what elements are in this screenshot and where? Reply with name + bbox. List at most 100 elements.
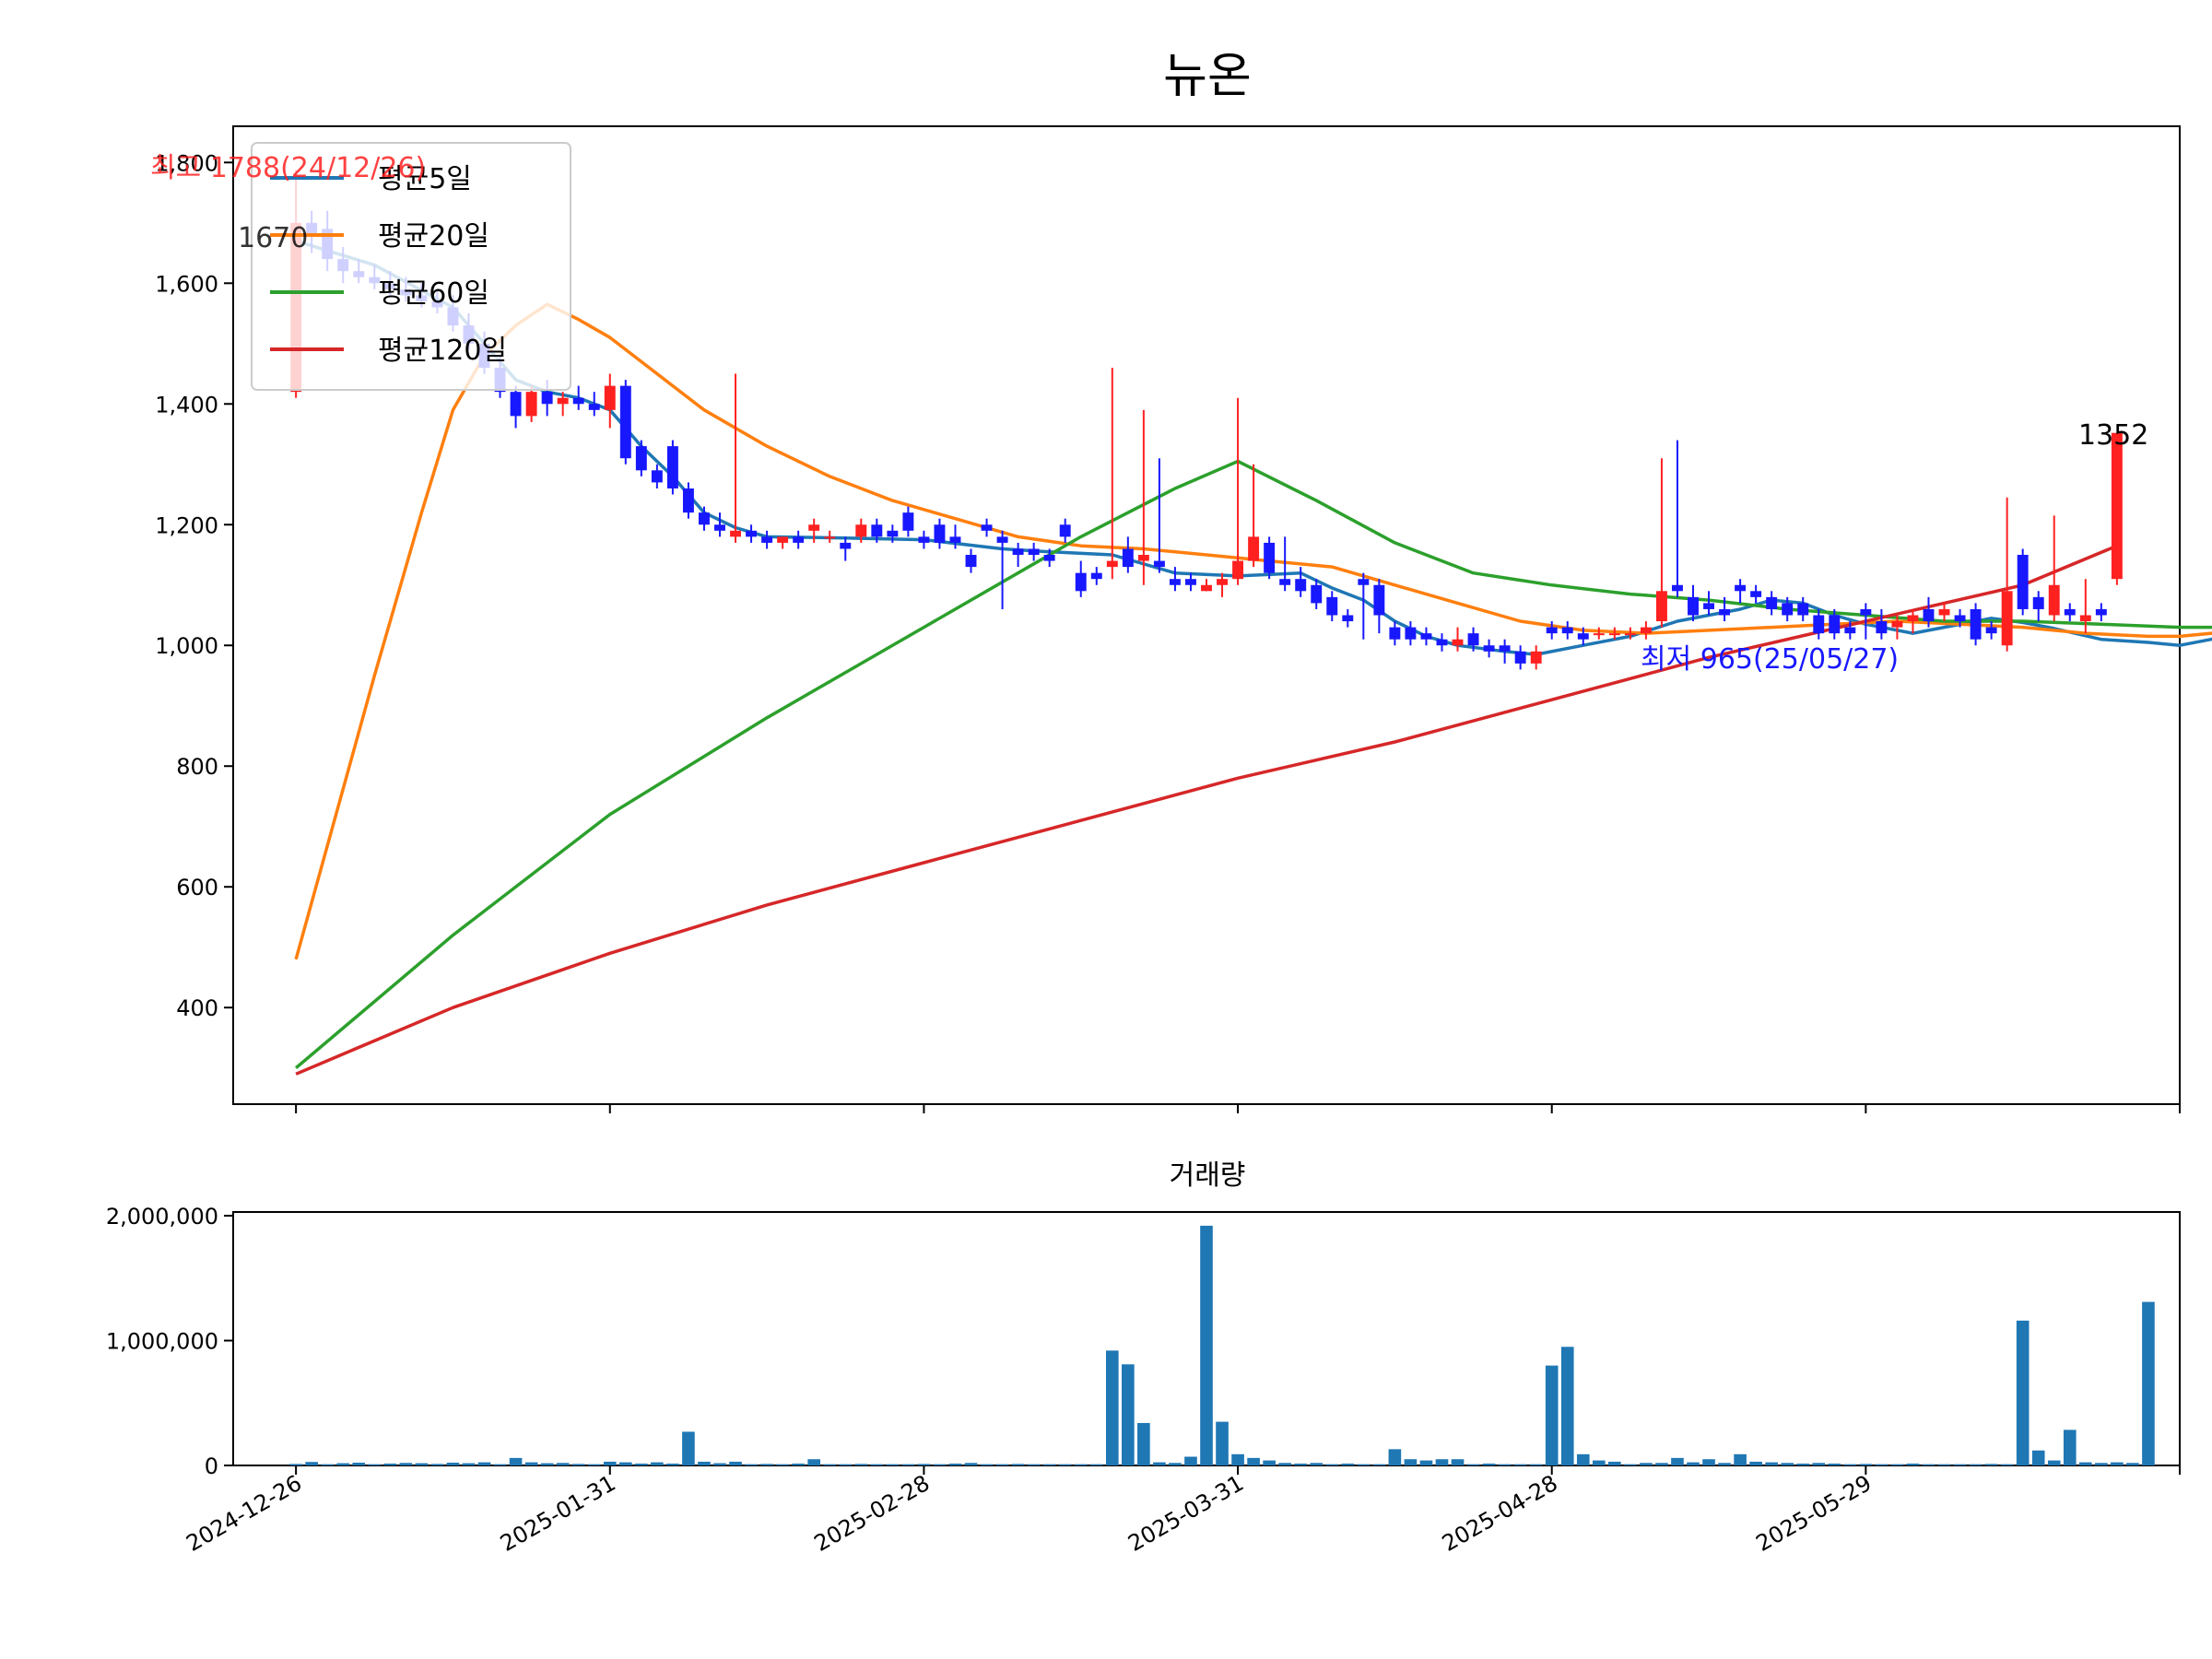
- candle-body: [1311, 584, 1323, 604]
- volume-bar: [603, 1461, 617, 1465]
- candle-body: [1735, 584, 1747, 592]
- candle-body: [1970, 608, 1982, 640]
- volume-bar: [1718, 1463, 1731, 1465]
- volume-bar: [1687, 1462, 1700, 1465]
- volume-bar: [524, 1462, 538, 1465]
- volume-bar: [698, 1461, 711, 1465]
- candle-body: [2032, 596, 2044, 609]
- volume-bar: [2126, 1463, 2139, 1465]
- volume-bar: [383, 1463, 397, 1465]
- moving-average-lines: [294, 239, 2212, 1076]
- candle-body: [682, 488, 694, 513]
- price-plot-area: [232, 125, 2181, 1105]
- volume-bar: [635, 1463, 648, 1465]
- candle-body: [1264, 542, 1276, 573]
- candle-body: [887, 530, 899, 537]
- price-tick-label: 1,800: [155, 150, 218, 176]
- price-tick-label: 1,000: [155, 633, 218, 659]
- volume-bar: [1560, 1347, 1574, 1465]
- candle-body: [2001, 591, 2013, 646]
- volume-bar: [1105, 1350, 1119, 1465]
- legend-label-ma60: 평균60일: [378, 277, 489, 310]
- volume-bar: [352, 1463, 366, 1465]
- candle-body: [1169, 579, 1181, 585]
- volume-bar: [1310, 1463, 1324, 1465]
- candle-body: [1217, 579, 1228, 585]
- volume-bar: [854, 1464, 868, 1465]
- x-tick-label: 2024-12-26: [182, 1470, 306, 1557]
- volume-bar: [1169, 1463, 1182, 1465]
- candle-body: [1985, 627, 1997, 634]
- candle-body: [855, 524, 867, 537]
- candle-body: [965, 555, 977, 568]
- volume-bar: [792, 1463, 805, 1465]
- volume-bar: [2031, 1450, 2045, 1465]
- low-annotation: 최저 965(25/05/27): [1641, 643, 1899, 676]
- candle-body: [746, 530, 758, 537]
- candle-body: [871, 524, 883, 537]
- volume-bar: [1859, 1464, 1873, 1465]
- candle-body: [1358, 579, 1370, 585]
- volume-bar: [1388, 1449, 1402, 1465]
- candle-body: [1608, 633, 1620, 636]
- x-tick-label: 2025-02-28: [810, 1470, 935, 1557]
- candle-body: [1389, 627, 1401, 640]
- volume-bar: [571, 1464, 585, 1465]
- ma-line-ma5: [295, 239, 2212, 656]
- candle-body: [1373, 584, 1385, 616]
- volume-bar: [1341, 1463, 1355, 1465]
- candle-body: [510, 392, 522, 417]
- volume-bar: [2078, 1462, 2092, 1465]
- volume-bar: [540, 1463, 554, 1465]
- price-tick-label: 1,600: [155, 271, 218, 297]
- candle-body: [714, 524, 725, 531]
- candle-body: [1782, 603, 1794, 616]
- volume-bar: [289, 1464, 302, 1465]
- candle-body: [1655, 591, 1667, 622]
- volume-bar: [2095, 1463, 2108, 1465]
- price-annotations: 최고 1788(24/12/26) 1670 최저 965(25/05/27) …: [150, 152, 2148, 676]
- candle-body: [2095, 608, 2107, 616]
- candle-body: [1688, 596, 1699, 616]
- volume-bar: [2142, 1301, 2155, 1465]
- candle-body: [1954, 615, 1966, 622]
- x-tick-label: 2025-03-31: [1124, 1470, 1248, 1557]
- candle-body: [2064, 608, 2076, 616]
- candle-body: [1750, 591, 1762, 597]
- candle-body: [604, 385, 616, 410]
- candle-body: [934, 524, 946, 543]
- volume-bar: [1812, 1463, 1826, 1465]
- candle-body: [1923, 608, 1935, 622]
- volume-bar: [1011, 1464, 1025, 1465]
- volume-tick-label: 1,000,000: [106, 1329, 218, 1355]
- volume-bar: [1592, 1460, 1606, 1465]
- candle-body: [1075, 572, 1087, 592]
- candle-body: [777, 536, 789, 543]
- candle-body: [1248, 536, 1260, 561]
- volume-bar: [305, 1462, 318, 1465]
- volume-bar: [1765, 1462, 1778, 1465]
- volume-bar: [1419, 1460, 1433, 1465]
- price-panel: 400 600 800 1,000 1,200 1,400 1,600 1,800 평균5일평…: [150, 125, 2212, 1105]
- candle-body: [1405, 627, 1417, 640]
- candle-body: [1499, 645, 1511, 652]
- volume-bar: [2063, 1430, 2077, 1465]
- volume-bar: [415, 1463, 429, 1465]
- volume-bar: [1984, 1464, 1998, 1465]
- candle-body: [902, 512, 914, 531]
- volume-bar: [1796, 1463, 1810, 1465]
- volume-bar: [807, 1459, 821, 1465]
- candle-body: [1342, 615, 1354, 622]
- candle-body: [793, 536, 805, 543]
- volume-bar: [760, 1464, 773, 1465]
- volume-bar: [1263, 1460, 1276, 1465]
- volume-bar: [1216, 1421, 1229, 1465]
- candle-body: [1153, 560, 1165, 568]
- candle-body: [1640, 627, 1652, 634]
- volume-bar: [1122, 1364, 1135, 1465]
- volume-bar: [1231, 1453, 1244, 1465]
- candle-body: [1938, 608, 1950, 616]
- ma-line-ma120: [295, 544, 2118, 1076]
- volume-bar: [948, 1463, 962, 1465]
- volume-bar: [1294, 1463, 1308, 1465]
